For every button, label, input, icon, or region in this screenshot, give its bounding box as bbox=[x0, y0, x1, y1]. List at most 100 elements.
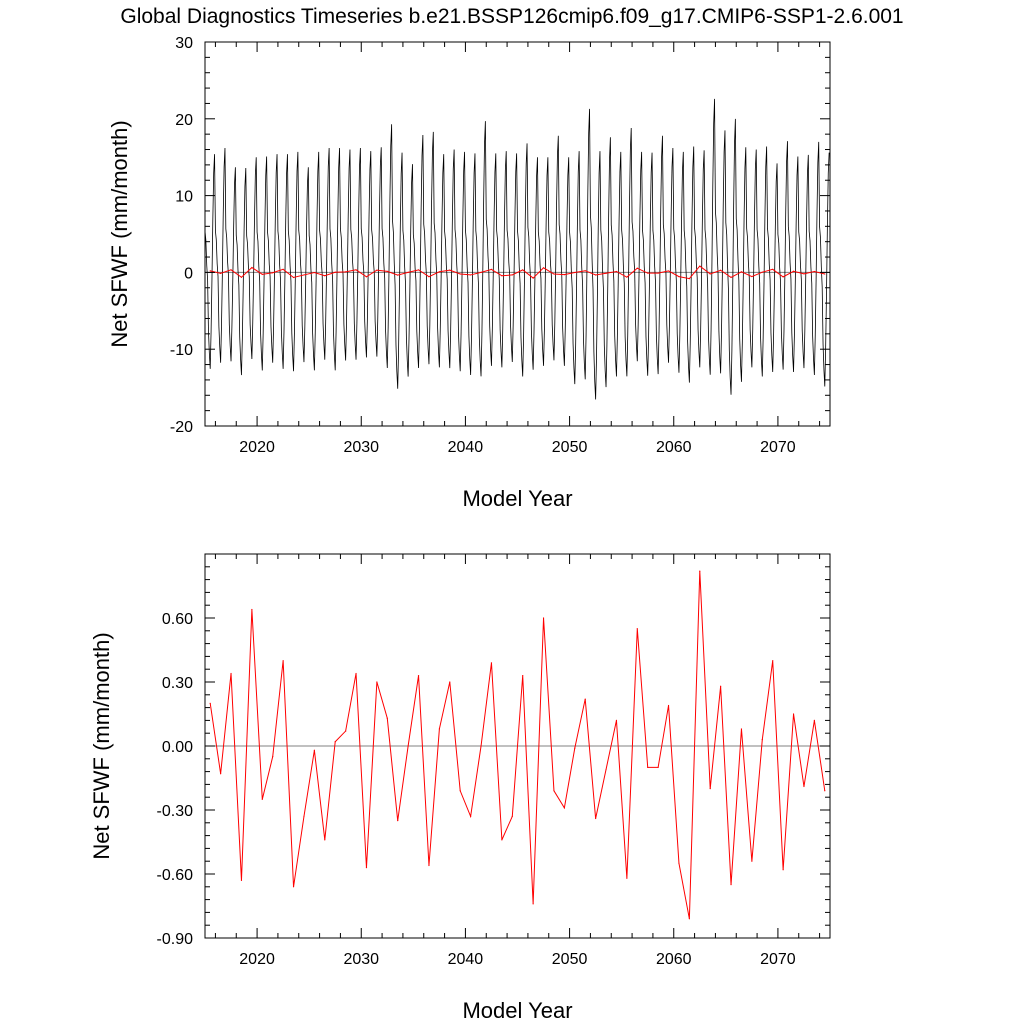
top-data-point bbox=[740, 271, 743, 273]
top-data-point bbox=[522, 269, 524, 271]
bottom-x-tick-label: 2030 bbox=[343, 951, 379, 968]
bottom-data-point bbox=[511, 815, 513, 818]
top-data-point bbox=[470, 274, 472, 276]
top-data-point bbox=[490, 268, 493, 270]
bottom-data-point bbox=[220, 773, 222, 775]
bottom-y-tick-label: -0.30 bbox=[157, 803, 194, 820]
top-data-point bbox=[251, 266, 253, 269]
bottom-data-point bbox=[813, 719, 815, 722]
top-y-tick-label: 10 bbox=[175, 189, 193, 206]
top-x-tick-label: 2060 bbox=[656, 439, 692, 456]
bottom-data-point bbox=[751, 860, 753, 862]
bottom-data-point bbox=[365, 867, 368, 869]
bottom-data-point bbox=[397, 820, 399, 822]
top-data-point bbox=[511, 274, 513, 276]
bottom-data-point bbox=[553, 790, 555, 792]
top-data-point bbox=[220, 272, 222, 274]
bottom-data-point bbox=[501, 839, 503, 841]
bottom-data-point bbox=[709, 788, 711, 790]
bottom-data-point bbox=[563, 807, 565, 809]
bottom-data-point bbox=[667, 704, 670, 707]
bottom-x-tick-label: 2050 bbox=[552, 951, 588, 968]
top-data-point bbox=[386, 270, 388, 272]
figure-title: Global Diagnostics Timeseries b.e21.BSSP… bbox=[120, 5, 903, 28]
top-data-point bbox=[595, 274, 597, 276]
top-data-point bbox=[230, 269, 232, 271]
top-x-tick-label: 2020 bbox=[239, 439, 275, 456]
bottom-data-point bbox=[782, 869, 784, 871]
top-data-point bbox=[699, 265, 701, 267]
top-data-point bbox=[459, 273, 461, 275]
top-data-point bbox=[365, 276, 368, 278]
bottom-data-point bbox=[417, 675, 420, 677]
top-data-point bbox=[438, 271, 440, 273]
top-x-tick-label: 2050 bbox=[552, 439, 588, 456]
top-data-point bbox=[688, 278, 690, 280]
top-data-point bbox=[355, 269, 357, 271]
bottom-data-point bbox=[324, 839, 326, 841]
top-data-point bbox=[792, 270, 795, 272]
bottom-data-point bbox=[230, 672, 232, 675]
bottom-data-point bbox=[407, 745, 409, 747]
bottom-data-point bbox=[303, 815, 305, 818]
top-data-point bbox=[772, 268, 774, 270]
top-data-point bbox=[532, 277, 534, 279]
top-data-point bbox=[584, 270, 586, 272]
top-data-point bbox=[345, 271, 347, 273]
bottom-data-point bbox=[292, 886, 295, 888]
top-data-point bbox=[240, 276, 243, 278]
bottom-data-point bbox=[459, 790, 461, 792]
bottom-data-point bbox=[428, 864, 430, 867]
top-data-point bbox=[376, 269, 378, 271]
top-data-point bbox=[313, 271, 315, 274]
bottom-data-point bbox=[761, 739, 763, 741]
bottom-data-point bbox=[615, 719, 618, 722]
top-series-line-1 bbox=[210, 265, 825, 280]
bottom-data-point bbox=[334, 741, 336, 743]
bottom-data-point bbox=[522, 675, 524, 677]
top-y-tick-label: 30 bbox=[175, 35, 193, 52]
top-data-point bbox=[657, 272, 659, 274]
bottom-x-tick-label: 2020 bbox=[239, 951, 275, 968]
bottom-data-point bbox=[647, 766, 649, 768]
bottom-data-point bbox=[574, 747, 576, 749]
bottom-data-point bbox=[720, 685, 722, 687]
bottom-data-point bbox=[605, 768, 607, 771]
top-data-point bbox=[626, 276, 628, 278]
bottom-data-point bbox=[636, 628, 638, 630]
top-data-point bbox=[678, 276, 680, 278]
bottom-data-point bbox=[792, 713, 795, 715]
bottom-y-axis-label: Net SFWF (mm/month) bbox=[89, 632, 114, 859]
bottom-data-point bbox=[251, 608, 253, 611]
bottom-data-point bbox=[438, 728, 440, 730]
top-x-tick-label: 2030 bbox=[343, 439, 379, 456]
top-data-point bbox=[397, 274, 399, 276]
top-data-point bbox=[824, 273, 826, 275]
bottom-data-point bbox=[699, 570, 701, 572]
bottom-panel: 2020 2030 2040 2050 2060 2070 -0.90 -0.60 -0.30 0… bbox=[89, 553, 831, 1023]
top-data-point bbox=[407, 271, 409, 273]
top-y-tick-label: -10 bbox=[170, 342, 193, 359]
top-data-point bbox=[480, 271, 482, 273]
bottom-data-point bbox=[678, 862, 680, 864]
top-data-point bbox=[667, 270, 670, 272]
bottom-data-point bbox=[209, 702, 211, 704]
bottom-data-point bbox=[688, 918, 690, 920]
bottom-data-point bbox=[542, 617, 545, 619]
top-data-point bbox=[605, 272, 607, 274]
bottom-data-point bbox=[282, 660, 284, 662]
top-data-point bbox=[324, 275, 326, 277]
top-data-point bbox=[730, 276, 732, 278]
bottom-data-point bbox=[824, 790, 826, 792]
top-data-point bbox=[501, 275, 503, 277]
bottom-x-axis-label: Model Year bbox=[462, 998, 572, 1023]
bottom-y-tick-label: 0.00 bbox=[162, 739, 193, 756]
top-data-point bbox=[542, 267, 545, 269]
top-series-line-0 bbox=[204, 98, 830, 400]
top-data-point bbox=[615, 270, 618, 273]
bottom-data-point bbox=[470, 815, 472, 818]
top-data-point bbox=[303, 274, 305, 276]
top-plot-frame bbox=[204, 41, 831, 427]
top-data-point bbox=[813, 270, 815, 273]
bottom-data-point bbox=[345, 730, 347, 732]
